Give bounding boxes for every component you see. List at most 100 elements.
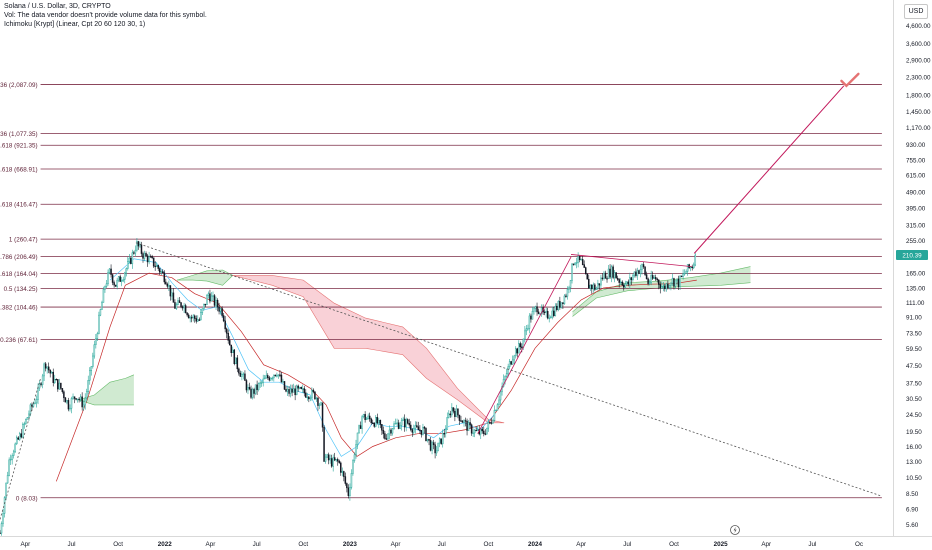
indicator-legend[interactable]: Ichimoku [Krypt] (Linear, Cpt 20 60 120 … [4, 21, 146, 28]
candle-body [308, 396, 310, 400]
candle-body [560, 302, 563, 308]
candle-body [504, 376, 506, 380]
candle-body [676, 278, 678, 282]
candle-body [505, 373, 508, 377]
time-axis[interactable]: Apr Jul Oct 2022 Apr Jul Oct 2023 Apr Jul Oct 2024 A… [20, 541, 863, 548]
price-tick-label: 490.00 [906, 189, 926, 196]
flash-icon[interactable] [730, 525, 740, 535]
candle-body [574, 262, 576, 265]
candle-body [338, 460, 341, 464]
candle-body [438, 438, 441, 444]
candle-body [82, 404, 85, 408]
price-tick-label: 1,450.00 [906, 109, 931, 116]
candle-body [452, 407, 455, 412]
candle-body [516, 348, 519, 354]
candle-body [691, 266, 693, 269]
candle-body [17, 437, 20, 440]
candle-body [108, 268, 111, 273]
candle-body [37, 387, 39, 400]
candle-body [277, 374, 280, 376]
candle-body [149, 256, 152, 258]
candle-body [499, 391, 502, 401]
candle-body [213, 295, 216, 306]
candle-body [476, 429, 479, 431]
candle-body [343, 471, 345, 477]
candle-body [204, 303, 207, 306]
fib-label: 0.5 (134.25) [4, 286, 38, 293]
candle-body [193, 315, 196, 319]
candle-body [388, 429, 391, 435]
cloud-green-1-span-a [78, 374, 135, 401]
candle-body [87, 380, 89, 392]
candle-body [158, 268, 161, 273]
candle-body [137, 241, 140, 247]
candle-body [638, 270, 640, 274]
time-tick-label: Jul [253, 541, 261, 548]
candle-body [263, 377, 266, 380]
candle-body [133, 252, 135, 254]
candle-body [238, 368, 240, 374]
candle-body [490, 422, 493, 424]
candle-body [680, 275, 683, 278]
candle-body [131, 252, 134, 264]
candle-body [136, 241, 138, 251]
price-tick-label: 135.00 [906, 285, 926, 292]
candle-body [597, 283, 599, 289]
candle-body [626, 281, 628, 285]
candle-body [239, 372, 242, 377]
candle-body [514, 348, 517, 357]
fib-label: 8.236 (2,087.09) [0, 82, 38, 89]
candle-body [63, 391, 65, 399]
candle-body [50, 371, 53, 374]
candle-body [422, 426, 424, 435]
price-tick-label: 19.50 [906, 429, 922, 436]
candle-body [233, 349, 236, 365]
price-tick-label: 24.50 [906, 412, 922, 419]
candle-body [423, 426, 426, 429]
candle-body [654, 277, 657, 280]
currency-label[interactable]: USD [904, 4, 928, 19]
candle-body [111, 274, 114, 283]
candle-body [166, 283, 169, 287]
candle-body [113, 282, 115, 286]
candle-body [507, 366, 509, 374]
candle-body [177, 300, 179, 305]
candle-body [588, 278, 590, 289]
candle-body [43, 363, 45, 377]
candle-body [23, 423, 26, 425]
candle-body [260, 382, 263, 384]
candle-body [327, 454, 330, 461]
candle-body [330, 458, 333, 467]
candle-body [248, 386, 251, 390]
candle-body [586, 273, 588, 280]
candle-body [484, 433, 487, 435]
candle-body [390, 429, 392, 434]
candle-body [683, 273, 686, 275]
candle-body [227, 332, 229, 341]
candle-body [155, 265, 158, 267]
candle-body [66, 400, 68, 403]
candle-body [189, 317, 191, 319]
candle-body [35, 399, 38, 404]
candle-body [658, 279, 660, 285]
candle-body [667, 283, 669, 288]
candle-body [297, 385, 299, 389]
time-tick-label: 2025 [714, 541, 729, 548]
volume-note: Vol: The data vendor doesn't provide vol… [4, 12, 207, 19]
candle-body [218, 306, 220, 312]
candle-body [536, 306, 538, 313]
candle-body [79, 396, 82, 400]
fib-label: 1 (260.47) [9, 237, 38, 244]
candle-body [98, 314, 100, 334]
candle-body [352, 460, 354, 474]
candle-body [359, 425, 362, 429]
candle-body [289, 388, 292, 394]
candle-body [163, 272, 166, 283]
cloud-green-1 [78, 374, 134, 405]
candle-body [644, 266, 646, 275]
candle-body [178, 300, 181, 303]
candle-body [689, 266, 692, 269]
price-tick-label: 4,600.00 [906, 23, 931, 30]
candle-body [90, 366, 93, 371]
